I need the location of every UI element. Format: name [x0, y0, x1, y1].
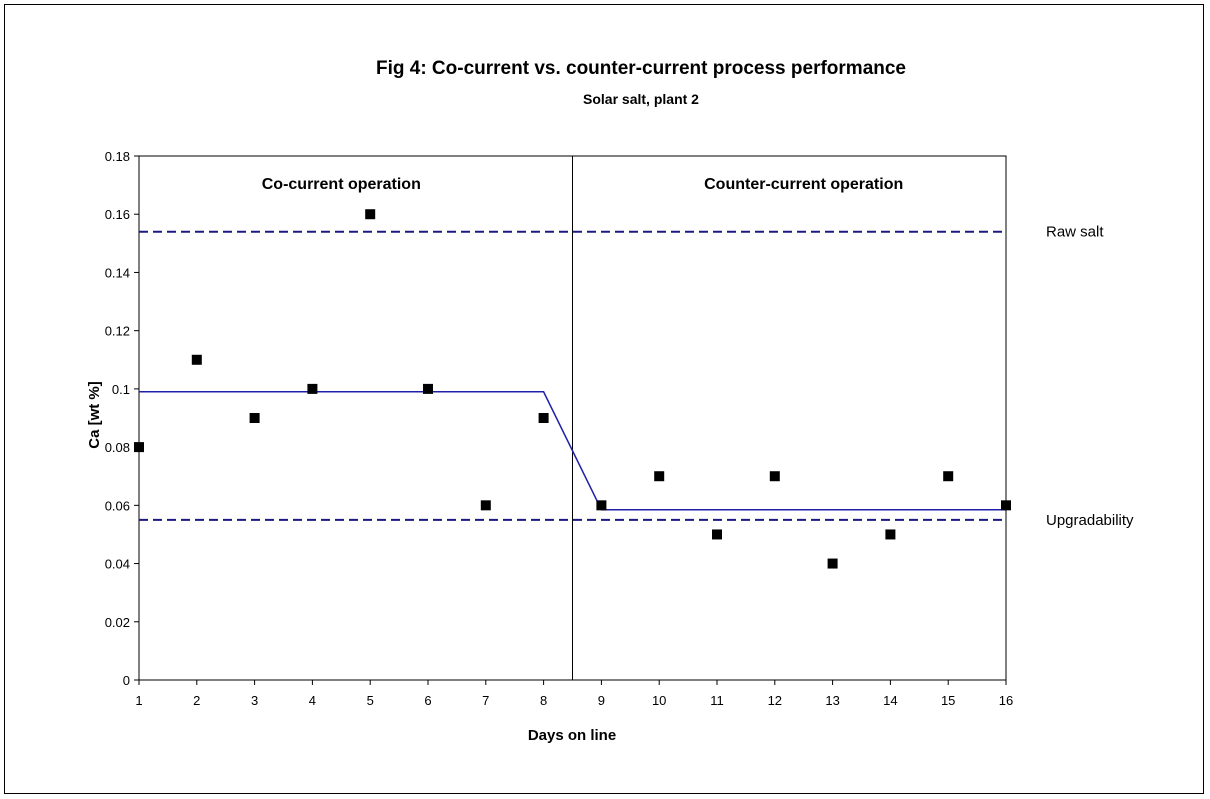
x-tick-label: 9	[598, 693, 605, 708]
y-tick-label: 0.12	[105, 324, 130, 339]
region-labels: Co-current operation Counter-current oper…	[262, 176, 904, 193]
data-point	[827, 558, 838, 569]
x-axis-title: Days on line	[528, 727, 616, 744]
data-point	[249, 413, 260, 423]
y-tick-label: 0.06	[105, 498, 130, 513]
region-label: Counter-current operation	[704, 176, 903, 193]
data-point	[134, 442, 144, 453]
data-point	[943, 471, 954, 482]
reference-label: Upgradability	[1046, 512, 1134, 529]
data-point	[596, 500, 607, 511]
data-point	[538, 413, 549, 423]
chart-title: Fig 4: Co-current vs. counter-current pr…	[376, 58, 906, 79]
chart-subtitle: Solar salt, plant 2	[583, 91, 699, 107]
data-point	[769, 471, 780, 482]
x-tick-label: 10	[652, 693, 666, 708]
data-point	[365, 209, 376, 220]
y-tick-label: 0.1	[112, 382, 130, 397]
x-tick-label: 3	[251, 693, 258, 708]
x-tick-label: 13	[825, 693, 839, 708]
reference-lines: Raw salt Upgradability	[139, 224, 1134, 529]
x-tick-label: 7	[482, 693, 489, 708]
data-point	[654, 471, 665, 482]
data-points	[134, 209, 1011, 569]
y-tick-label: 0.14	[105, 265, 130, 280]
reference-label: Raw salt	[1046, 224, 1104, 241]
data-point	[423, 383, 433, 394]
x-tick-label: 11	[710, 693, 724, 708]
x-tick-label: 4	[309, 693, 316, 708]
data-point	[885, 529, 896, 540]
region-label: Co-current operation	[262, 176, 421, 193]
x-tick-label: 5	[367, 693, 374, 708]
y-tick-label: 0.16	[105, 207, 130, 222]
trend-line	[139, 391, 1006, 511]
chart-frame	[4, 4, 1204, 794]
x-tick-label: 6	[424, 693, 431, 708]
x-tick-label: 12	[768, 693, 782, 708]
y-tick-label: 0.02	[105, 615, 130, 630]
x-tick-label: 2	[193, 693, 200, 708]
y-tick-label: 0.18	[105, 149, 130, 164]
data-point	[191, 354, 202, 365]
y-tick-label: 0.04	[105, 557, 130, 572]
y-tick-label: 0	[123, 673, 130, 688]
x-tick-label: 15	[941, 693, 955, 708]
y-axis: 0 0.02 0.04 0.06 0.08 0.1 0.12 0.14 0.16 0.18	[105, 149, 139, 688]
x-tick-label: 8	[540, 693, 547, 708]
x-axis: 1 2 3 4 5 6 7 8 9 10 11 12 13 14 15 16	[135, 680, 1013, 708]
data-point	[480, 500, 491, 511]
trend-series	[139, 391, 1006, 511]
y-tick-label: 0.08	[105, 440, 130, 455]
y-axis-title: Ca [wt %]	[86, 381, 103, 449]
x-tick-label: 16	[999, 693, 1013, 708]
x-tick-label: 1	[135, 693, 142, 708]
x-tick-label: 14	[883, 693, 897, 708]
data-point	[307, 383, 318, 394]
data-point	[1001, 500, 1011, 511]
data-point	[712, 529, 722, 540]
